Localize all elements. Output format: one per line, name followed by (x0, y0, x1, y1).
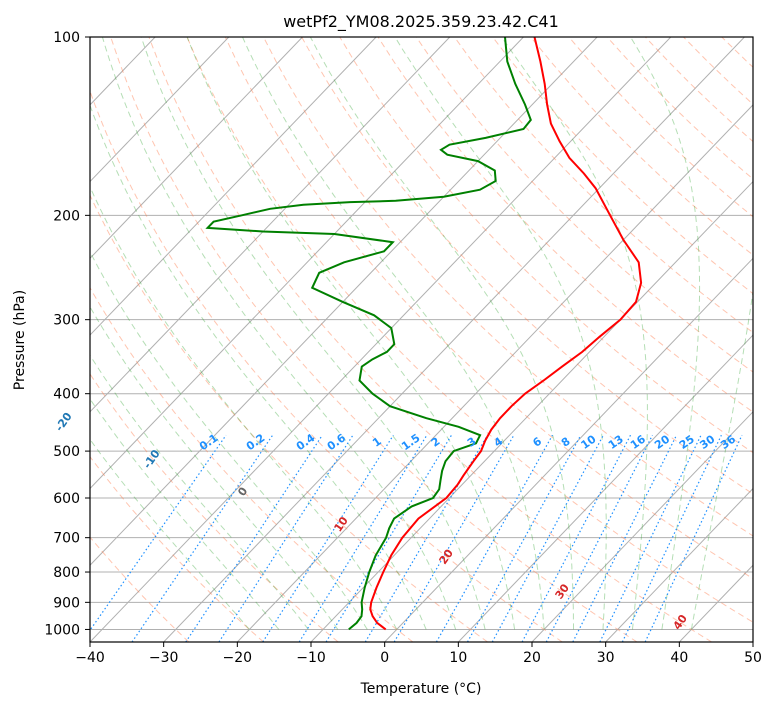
moist-adiabat (101, 37, 457, 630)
isotherm-gridline (90, 37, 303, 260)
x-tick-label: −10 (296, 650, 326, 666)
y-tick-label: 400 (53, 387, 80, 403)
mixing-ratio-line (572, 434, 678, 642)
isotherm-gridline (90, 37, 230, 183)
moist-adiabat (242, 37, 545, 630)
dry-adiabat (110, 37, 638, 642)
isotherm-gridline (163, 37, 745, 642)
isotherm-gridline (0, 37, 8, 642)
series-layer (205, 37, 643, 631)
moist-adiabat (501, 37, 648, 630)
y-tick-label: 800 (53, 565, 80, 581)
isotherm-gridline (90, 37, 672, 642)
chart-title: wetPf2_YM08.2025.359.23.42.C41 (283, 12, 559, 32)
mixing-ratio-line (131, 434, 274, 642)
mixing-ratio-line (218, 434, 354, 642)
dewpoint-line (205, 37, 532, 631)
mixing-ratio-line (262, 434, 394, 642)
moist-adiabat (690, 288, 753, 630)
plot-frame (89, 36, 754, 643)
moist-adiabat (394, 37, 607, 630)
y-tick-label: 200 (53, 208, 80, 224)
y-tick-label: 300 (53, 313, 80, 329)
dry-adiabat (90, 373, 339, 642)
x-tick-label: 0 (380, 650, 389, 666)
isotherm-gridline (90, 37, 524, 490)
dry-adiabat (760, 37, 775, 642)
moist-adiabat (186, 37, 516, 630)
dry-adiabat (415, 37, 753, 373)
isotherm-gridline (310, 180, 753, 642)
dry-adiabat (186, 37, 753, 623)
isotherm-gridline (457, 334, 753, 642)
plot-background (90, 37, 753, 642)
isotherm-gridline (90, 37, 451, 413)
x-tick-label: 20 (523, 650, 541, 666)
isotherm-gridline (90, 37, 377, 336)
moist-adiabat (90, 398, 280, 630)
moist-adiabat (630, 37, 701, 630)
moist-adiabat (309, 37, 574, 630)
dry-adiabat (90, 455, 264, 642)
isotherm-gridline (752, 641, 753, 642)
dry-adiabat (148, 37, 712, 642)
dry-adiabat (90, 194, 488, 642)
moist-adiabat (90, 103, 427, 630)
y-tick-label: 600 (53, 491, 80, 507)
x-tick-label: −20 (223, 650, 253, 666)
x-tick-label: 10 (449, 650, 467, 666)
mixing-ratio-line (545, 434, 653, 642)
moist-adiabat (140, 37, 486, 630)
x-tick-label: 50 (744, 650, 762, 666)
dry-adiabat (90, 286, 414, 642)
isotherm-gridline (605, 487, 753, 642)
mixing-ratio-line (298, 434, 428, 642)
x-tick-label: −30 (149, 650, 179, 666)
moist-adiabat (90, 438, 250, 630)
isotherm-gridline (90, 37, 598, 566)
x-axis-label: Temperature (°C) (360, 681, 482, 697)
x-tick-label: 40 (670, 650, 688, 666)
x-tick-label: 30 (597, 650, 615, 666)
moist-adiabat (90, 185, 398, 630)
mixing-ratio-line (521, 434, 632, 642)
dry-adiabat (492, 37, 753, 295)
x-tick-label: −40 (75, 650, 105, 666)
isotherm-gridline (236, 104, 753, 642)
moist-adiabat (90, 250, 368, 630)
mixing-ratio-line (325, 434, 452, 642)
moist-adiabat (90, 306, 339, 630)
y-tick-label: 100 (53, 30, 80, 46)
axis-layer: −40 −30 −20 −10 0 10 20 30 40 50 1000 900 800 700 600 5… (44, 30, 762, 666)
dry-adiabat (90, 89, 563, 642)
dry-adiabat (453, 37, 753, 334)
y-tick-label: 700 (53, 531, 80, 547)
mixing-ratio-line (466, 434, 582, 642)
isotherm-gridline (531, 411, 753, 642)
isotherm-gridline (384, 257, 753, 642)
mixing-ratio-line (185, 434, 323, 642)
dry-adiabat-label: -20 (53, 410, 75, 434)
moist-adiabat (90, 354, 309, 630)
y-tick-label: 500 (53, 444, 80, 460)
temperature-line (369, 37, 643, 631)
y-axis-label: Pressure (hPa) (12, 290, 28, 390)
y-tick-label: 1000 (44, 622, 80, 638)
grid-layer (0, 37, 775, 642)
mixing-ratio-line (491, 434, 604, 642)
y-tick-label: 900 (53, 595, 80, 611)
